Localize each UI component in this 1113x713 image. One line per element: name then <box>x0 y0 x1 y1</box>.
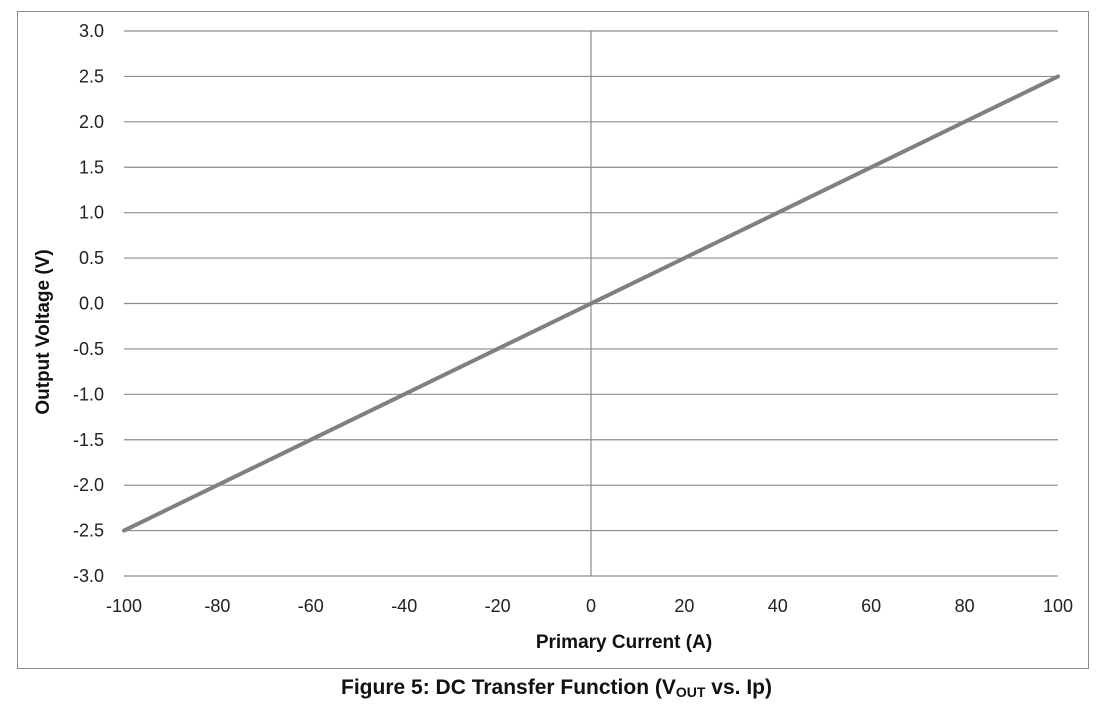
x-axis-title: Primary Current (A) <box>536 632 712 653</box>
y-tick-label: -2.0 <box>73 475 104 495</box>
series-lines <box>122 74 1060 533</box>
x-tick-label: 80 <box>955 596 975 616</box>
series-line <box>122 74 1060 533</box>
x-tick-labels: -100 -80 -60 -40 -20 0 20 40 60 80 100 <box>106 596 1073 616</box>
y-tick-label: -2.5 <box>73 521 104 541</box>
x-tick-label: 20 <box>674 596 694 616</box>
x-tick-label: 40 <box>768 596 788 616</box>
x-tick-label: -20 <box>485 596 511 616</box>
caption-subscript: OUT <box>675 684 706 700</box>
x-tick-label: -100 <box>106 596 142 616</box>
y-tick-label: -0.5 <box>73 339 104 359</box>
y-tick-label: 1.0 <box>79 203 104 223</box>
y-tick-label: 2.0 <box>79 112 104 132</box>
y-tick-label: 1.5 <box>79 157 104 177</box>
y-tick-label: -1.0 <box>73 384 104 404</box>
y-tick-label: -3.0 <box>73 566 104 586</box>
chart-frame <box>17 11 1089 669</box>
y-tick-label: 0.0 <box>79 294 104 314</box>
grid-lines <box>124 30 1058 577</box>
x-tick-label: 60 <box>861 596 881 616</box>
caption-suffix: vs. Ip) <box>705 676 772 699</box>
y-tick-labels: 3.0 2.5 2.0 1.5 1.0 0.5 0.0 -0.5 -1.0 -1.5 -2.0 -2.… <box>73 21 104 586</box>
y-tick-label: 0.5 <box>79 248 104 268</box>
y-tick-label: 2.5 <box>79 66 104 86</box>
x-tick-label: 0 <box>586 596 596 616</box>
x-tick-label: 100 <box>1043 596 1073 616</box>
x-tick-label: -40 <box>391 596 417 616</box>
figure-caption: Figure 5: DC Transfer Function (VOUT vs.… <box>0 676 1113 700</box>
y-tick-label: -1.5 <box>73 430 104 450</box>
x-tick-label: -60 <box>298 596 324 616</box>
x-tick-label: -80 <box>204 596 230 616</box>
caption-prefix: Figure 5: DC Transfer Function (V <box>341 676 676 699</box>
y-tick-label: 3.0 <box>79 21 104 41</box>
y-axis-title: Output Voltage (V) <box>33 249 54 414</box>
